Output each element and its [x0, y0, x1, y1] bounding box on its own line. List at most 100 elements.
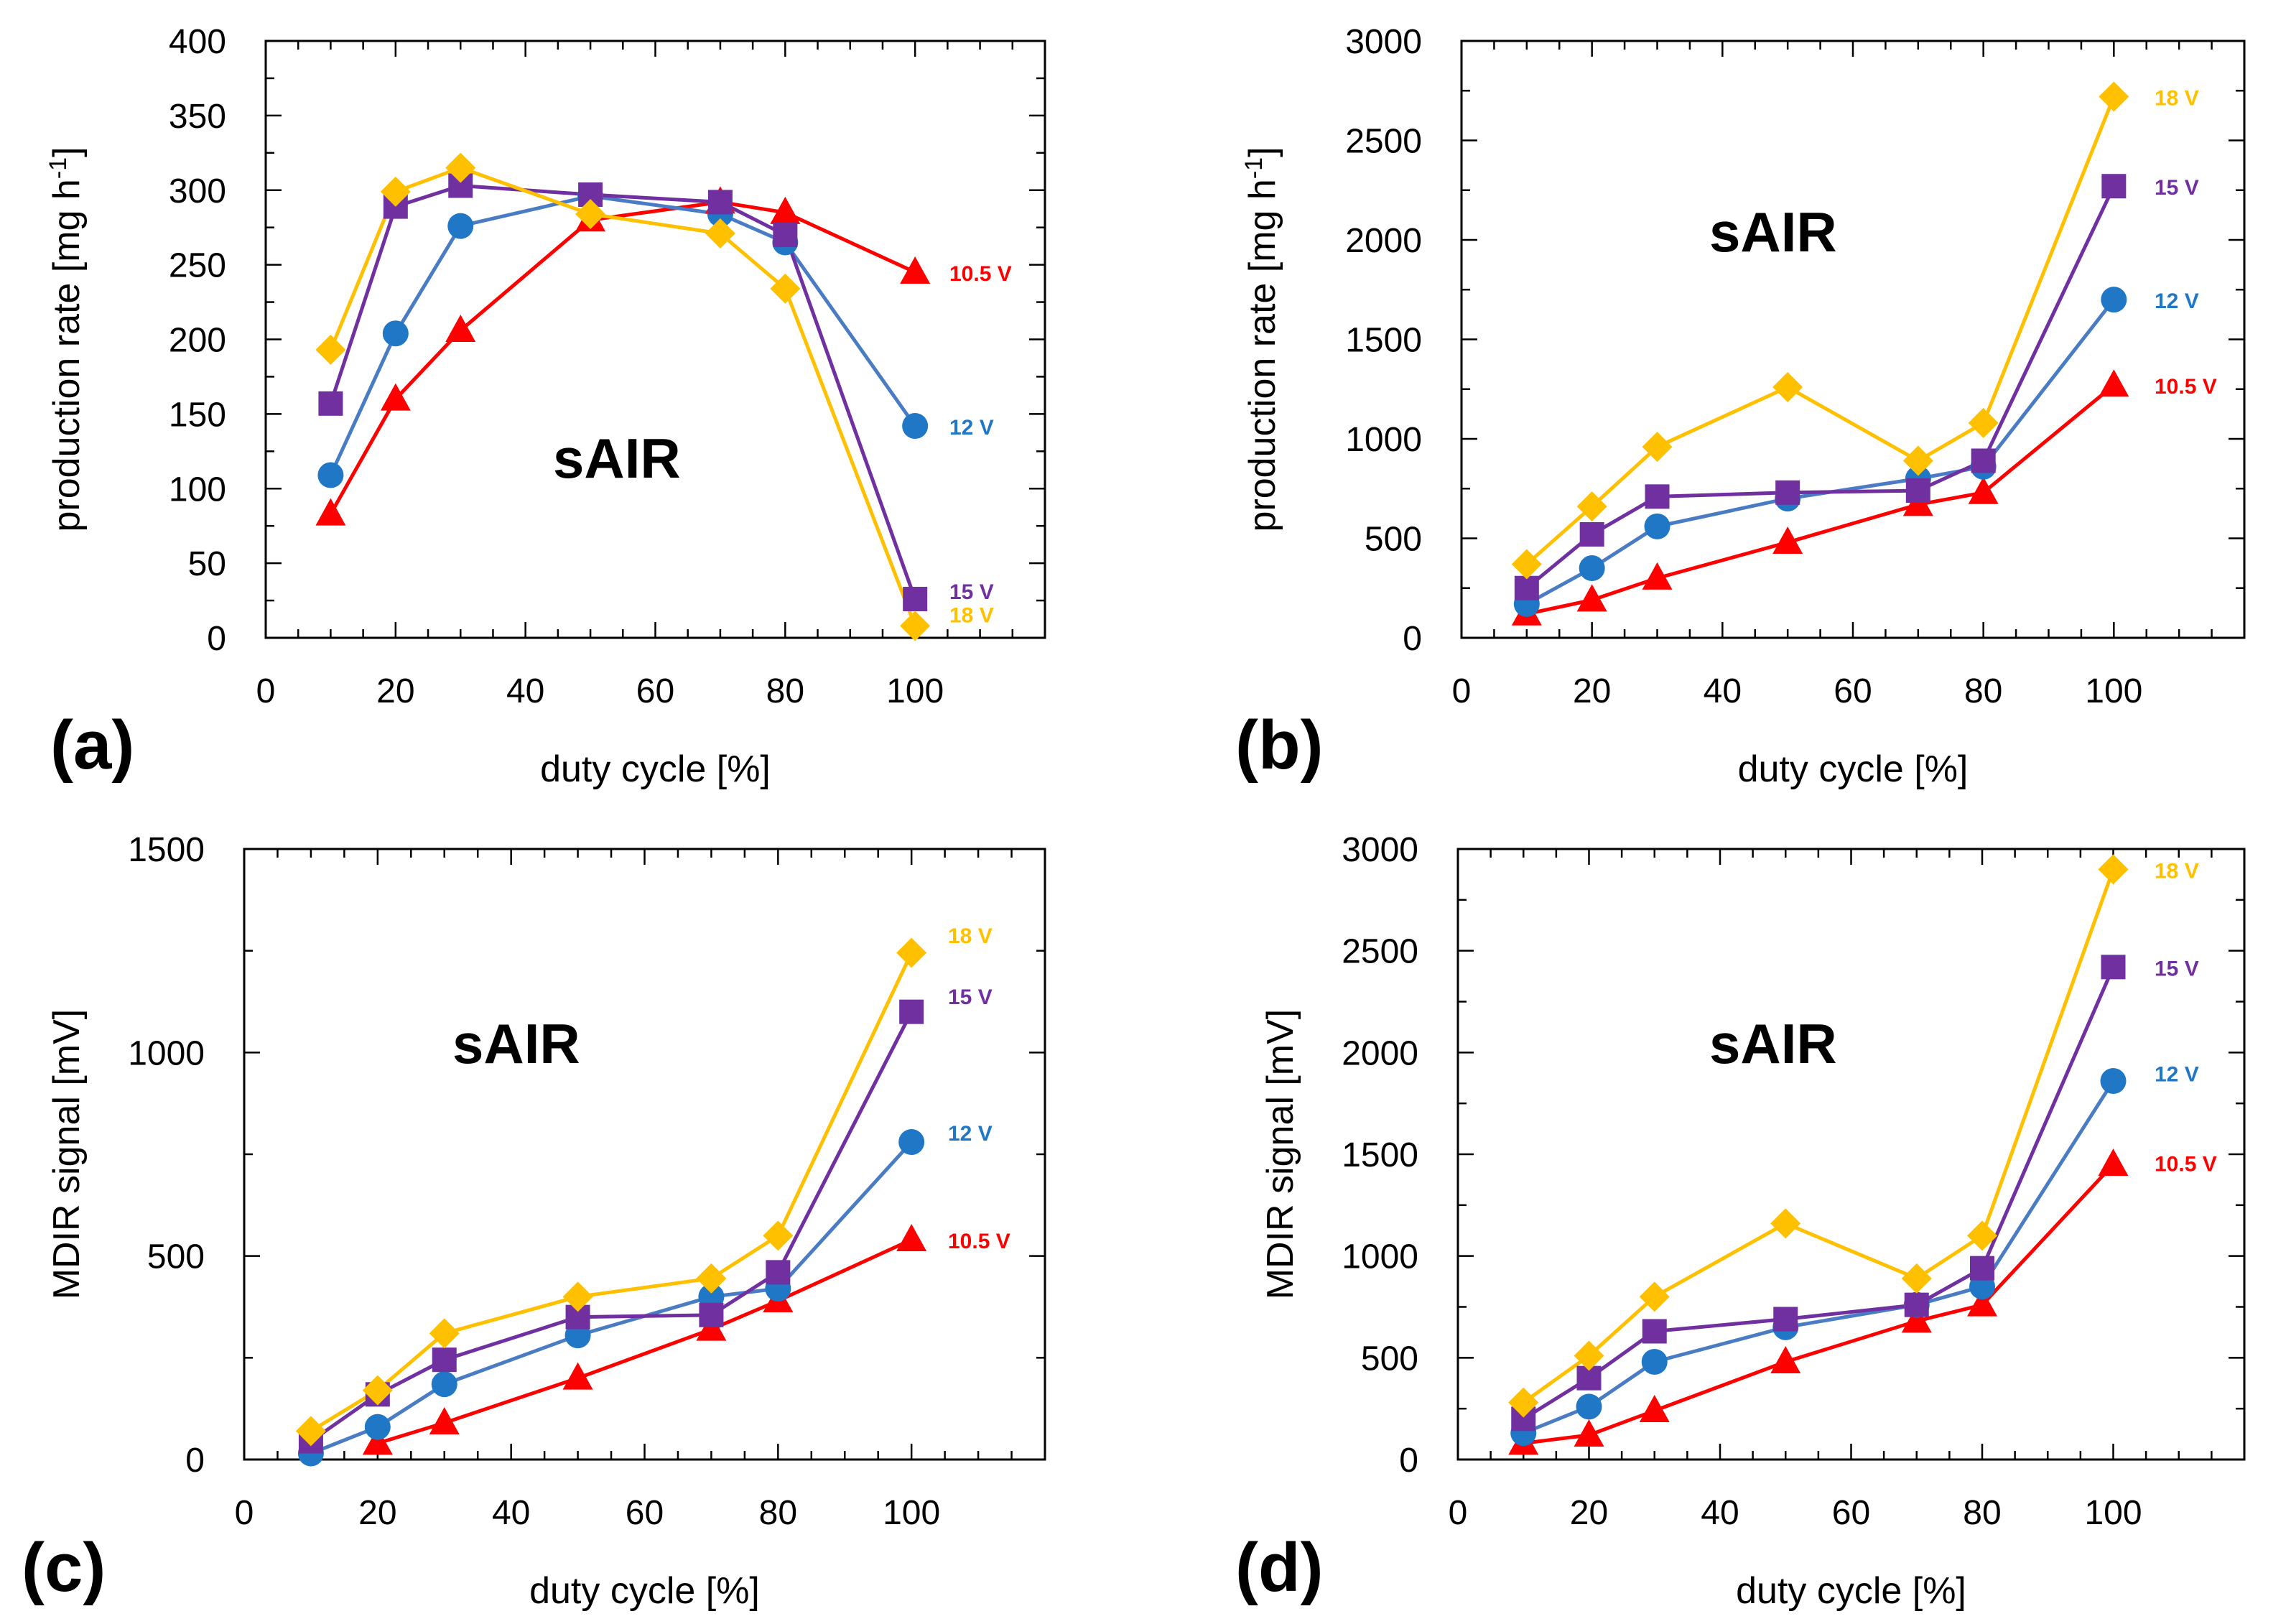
data-point-12-V	[902, 412, 929, 439]
data-point-12-V	[2100, 1068, 2127, 1094]
data-point-10-5-V	[900, 256, 931, 284]
plot-frame	[264, 40, 1046, 639]
data-point-12-V	[2101, 287, 2127, 313]
data-point-15-V	[2101, 955, 2126, 980]
data-point-18-V	[1967, 1220, 1997, 1251]
series-label-10-5-V: 10.5 V	[2155, 1152, 2217, 1176]
data-point-18-V	[696, 1263, 727, 1294]
data-point-10-5-V	[1901, 1305, 1932, 1333]
data-point-18-V	[445, 152, 476, 183]
data-point-10-5-V	[1967, 1289, 1997, 1317]
data-point-15-V	[1971, 448, 1996, 473]
y-tick-label: 1500	[128, 831, 205, 869]
data-point-10-5-V	[445, 315, 476, 343]
data-point-15-V	[1904, 1292, 1929, 1317]
x-tick-label: 20	[1573, 672, 1611, 710]
data-point-15-V	[766, 1260, 791, 1285]
data-point-18-V	[1772, 371, 1803, 402]
data-point-18-V	[575, 198, 606, 229]
y-tick-label: 1500	[1345, 322, 1422, 360]
data-point-15-V	[773, 223, 798, 248]
y-tick-label: 500	[1365, 521, 1422, 559]
x-tick-label: 0	[256, 672, 276, 710]
series-line-15-V	[329, 184, 917, 600]
y-axis-label: production rate [mg h-1]	[45, 147, 88, 532]
data-point-18-V	[1639, 1281, 1670, 1312]
plot-frame	[1456, 848, 2246, 1461]
x-tick-label: 0	[1449, 1494, 1468, 1532]
data-point-12-V	[382, 320, 409, 347]
plot-frame	[1460, 40, 2246, 639]
y-axis-label: MDIR signal [mV]	[46, 1009, 88, 1300]
data-point-18-V	[763, 1220, 794, 1251]
data-point-15-V	[1514, 575, 1539, 600]
data-point-18-V	[1902, 445, 1933, 476]
data-point-15-V	[1579, 521, 1604, 547]
data-point-18-V	[562, 1281, 593, 1312]
data-point-18-V	[1901, 1263, 1932, 1294]
data-point-10-5-V	[1574, 1419, 1604, 1447]
series-line-12-V	[1525, 298, 2116, 606]
series-label-10-5-V: 10.5 V	[2155, 375, 2217, 399]
data-point-15-V	[1905, 478, 1930, 504]
x-axis-label: duty cycle [%]	[540, 748, 771, 790]
y-tick-label: 1000	[128, 1034, 205, 1072]
x-tick-label: 80	[1964, 672, 2002, 710]
panel-letter: (c)	[22, 1529, 106, 1606]
series-label-18-V: 18 V	[2155, 87, 2199, 111]
data-point-10-5-V	[1770, 1346, 1801, 1373]
data-point-10-5-V	[2098, 1149, 2129, 1177]
panel-letter: (b)	[1235, 707, 1324, 784]
data-point-18-V	[1511, 549, 1542, 580]
y-tick-label: 1000	[1342, 1238, 1418, 1276]
annotation-text: sAIR	[1709, 200, 1837, 264]
data-point-10-5-V	[380, 383, 411, 411]
data-point-18-V	[1508, 1387, 1539, 1418]
annotation-text: sAIR	[553, 427, 681, 490]
x-tick-label: 60	[1832, 1494, 1870, 1532]
series-label-10-5-V: 10.5 V	[948, 1230, 1010, 1253]
data-point-18-V	[1770, 1208, 1801, 1239]
series-label-12-V: 12 V	[948, 1122, 993, 1146]
series-label-18-V: 18 V	[949, 603, 994, 627]
y-tick-label: 500	[147, 1238, 205, 1276]
data-point-18-V	[900, 611, 931, 641]
data-point-15-V	[1970, 1256, 1994, 1281]
x-tick-label: 80	[1963, 1494, 2001, 1532]
x-tick-label: 60	[636, 672, 674, 710]
series-label-15-V: 15 V	[2155, 176, 2199, 200]
data-point-18-V	[362, 1375, 393, 1406]
y-tick-label: 2000	[1345, 222, 1422, 260]
y-tick-label: 3000	[1345, 23, 1422, 61]
data-point-12-V	[431, 1371, 457, 1398]
x-axis-label: duty cycle [%]	[1736, 1570, 1966, 1612]
x-tick-label: 40	[1704, 672, 1742, 710]
y-tick-label: 0	[1403, 620, 1422, 658]
annotation-text: sAIR	[452, 1012, 580, 1075]
y-tick-label: 0	[185, 1442, 205, 1480]
data-point-15-V	[318, 391, 343, 416]
data-point-15-V	[707, 190, 733, 215]
y-tick-label: 150	[169, 396, 226, 434]
data-point-12-V	[1579, 555, 1605, 582]
data-point-12-V	[317, 462, 344, 488]
data-point-15-V	[903, 586, 928, 611]
y-tick-label: 350	[169, 98, 226, 136]
x-tick-label: 100	[883, 1494, 940, 1532]
data-point-18-V	[1968, 407, 1999, 438]
y-tick-label: 0	[1399, 1442, 1418, 1480]
data-point-10-5-V	[1639, 1395, 1670, 1422]
plot-frame	[243, 848, 1046, 1461]
x-tick-label: 40	[1701, 1494, 1739, 1532]
y-tick-label: 0	[207, 620, 226, 658]
data-point-12-V	[447, 213, 474, 239]
data-point-15-V	[2101, 174, 2127, 199]
data-point-15-V	[899, 999, 924, 1024]
series-label-18-V: 18 V	[948, 924, 993, 948]
y-tick-label: 1500	[1342, 1136, 1418, 1174]
y-tick-label: 2500	[1345, 123, 1422, 161]
x-tick-label: 0	[1452, 672, 1472, 710]
series-line-15-V	[310, 1011, 914, 1443]
y-tick-label: 500	[1361, 1340, 1418, 1378]
